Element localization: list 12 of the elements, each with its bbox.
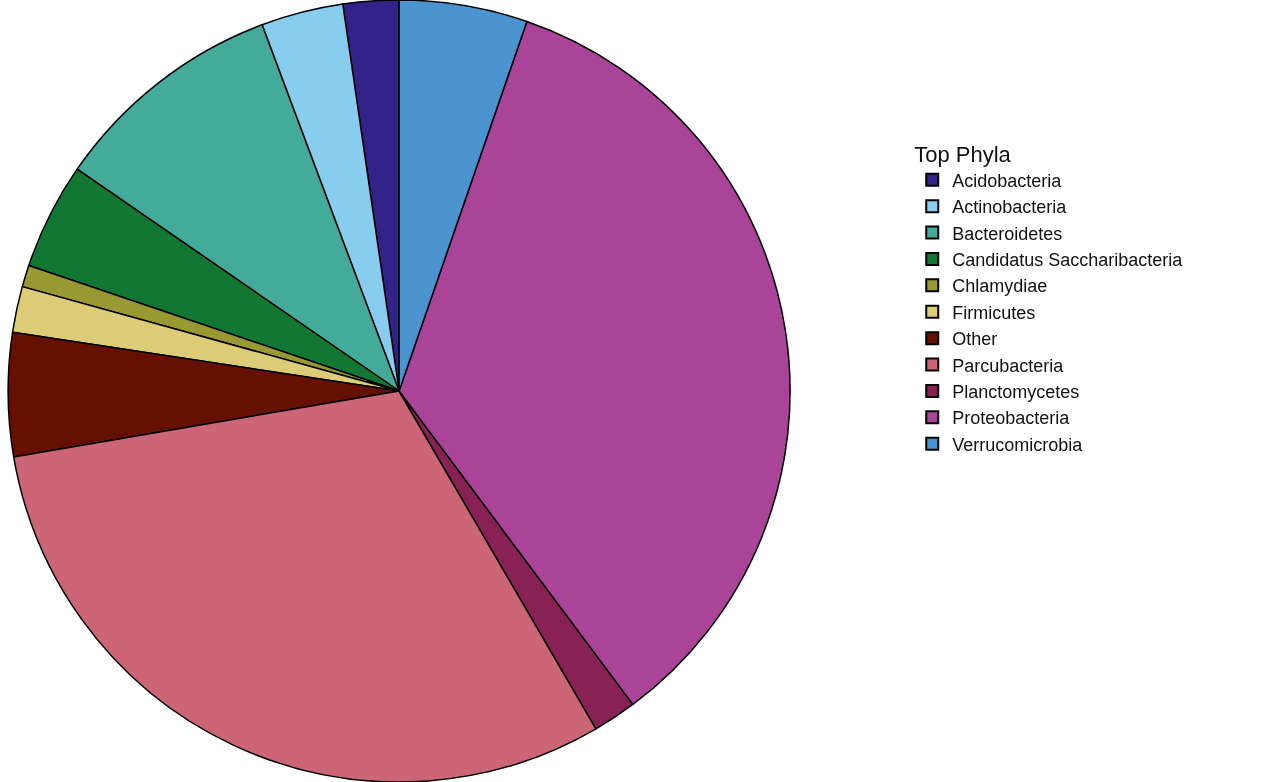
legend-label: Actinobacteria bbox=[952, 197, 1068, 218]
legend-label: Bacteroidetes bbox=[952, 223, 1063, 244]
legend-title: Top Phyla bbox=[914, 141, 1012, 167]
legend-label: Parcubacteria bbox=[952, 355, 1065, 376]
legend-label: Verrucomicrobia bbox=[952, 434, 1084, 455]
legend-label: Candidatus Saccharibacteria bbox=[952, 249, 1184, 270]
legend-label: Chlamydiae bbox=[952, 276, 1048, 297]
legend-label: Firmicutes bbox=[952, 302, 1036, 323]
legend-label: Proteobacteria bbox=[952, 408, 1071, 429]
legend-label: Planctomycetes bbox=[952, 381, 1080, 402]
legend-label: Acidobacteria bbox=[952, 170, 1063, 191]
legend-label: Other bbox=[952, 329, 998, 350]
